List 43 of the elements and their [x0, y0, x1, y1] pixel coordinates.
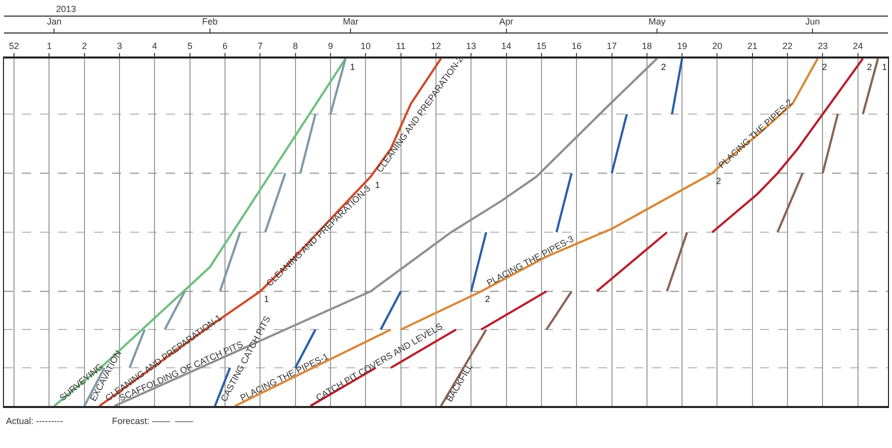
x-tick-label: 20	[712, 41, 722, 52]
x2-tick-label: Mar	[342, 16, 358, 27]
x-tick-label: 52	[9, 41, 20, 52]
x-tick-label: 24	[852, 41, 863, 52]
annotation: 2	[867, 62, 872, 72]
annotation: 1	[350, 62, 356, 72]
annotation: 2	[822, 62, 828, 72]
x-tick-label: 15	[536, 41, 546, 52]
annotation: 2	[661, 62, 666, 72]
text: Forecast: —— ——	[112, 416, 194, 426]
x-tick-label: 2	[82, 41, 87, 52]
x-tick-label: 22	[782, 41, 793, 52]
annotation: 1	[375, 180, 380, 190]
x-tick-label: 23	[818, 41, 828, 52]
x-tick-label: 7	[258, 41, 263, 52]
x-tick-label: 19	[677, 41, 688, 52]
x-tick-label: 14	[501, 41, 512, 52]
x2-tick-label: Jun	[805, 16, 820, 27]
x-tick-label: 16	[572, 41, 582, 52]
x-tick-label: 18	[642, 41, 652, 52]
x-tick-label: 10	[360, 41, 371, 52]
text: Actual: ---------	[6, 416, 63, 426]
x-tick-label: 11	[396, 41, 406, 52]
x-tick-label: 3	[117, 41, 122, 52]
annotation: 2	[485, 294, 490, 304]
x-tick-label: 17	[606, 41, 617, 52]
annotation: 1	[882, 62, 888, 72]
x-tick-label: 8	[292, 41, 298, 52]
x2-tick-label: Jan	[46, 16, 62, 27]
x2-tick-label: May	[648, 16, 666, 27]
x-tick-label: 9	[328, 41, 333, 52]
x2-axis-title: 2013	[56, 4, 76, 14]
x-tick-label: 5	[187, 41, 192, 52]
x2-tick-label: Feb	[202, 16, 218, 27]
x-tick-label: 1	[46, 41, 52, 52]
annotation: 2	[716, 176, 722, 186]
annotation: 1	[264, 294, 270, 304]
x2-tick-label: Apr	[499, 16, 514, 27]
x-tick-label: 12	[430, 41, 441, 52]
x-tick-label: 4	[152, 41, 158, 52]
x-tick-label: 6	[222, 41, 228, 52]
x-tick-label: 21	[747, 41, 758, 52]
x-tick-label: 13	[466, 41, 476, 52]
